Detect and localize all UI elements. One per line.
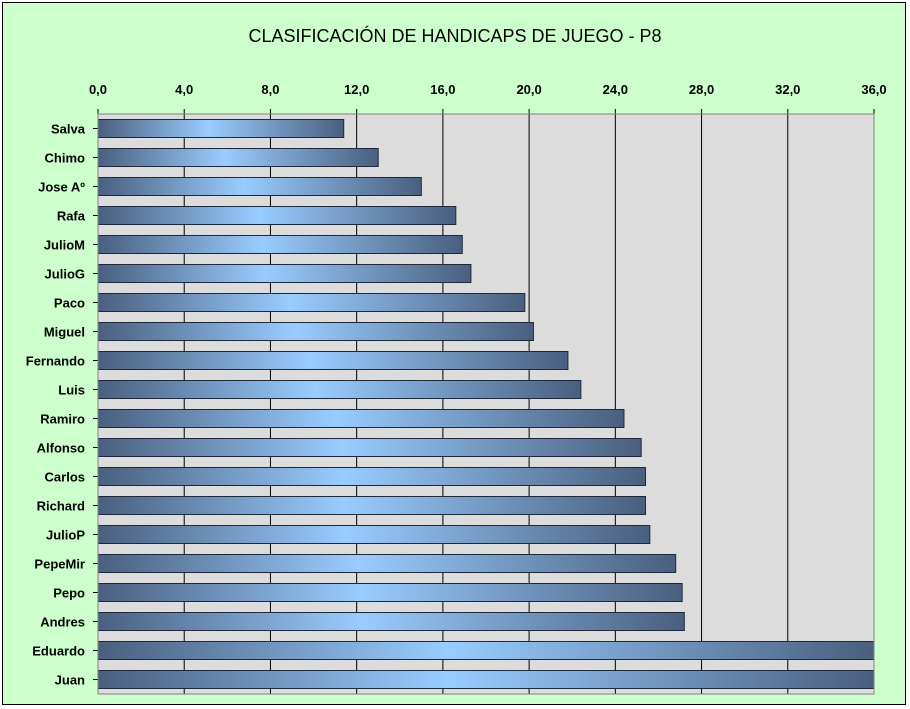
plot-border <box>97 113 875 695</box>
category-label: Carlos <box>45 470 85 485</box>
x-tick-label: 16,0 <box>430 82 455 97</box>
bar <box>97 264 472 283</box>
bar <box>97 525 651 544</box>
x-tick-label: 24,0 <box>603 82 628 97</box>
x-tick-label: 36,0 <box>861 82 886 97</box>
x-tick-label: 28,0 <box>689 82 714 97</box>
plot-area: 0,0 4,0 8,0 12,0 16,0 20,0 24,0 28,0 32,0 36,0 Sal… <box>26 82 887 695</box>
category-label: Andres <box>40 615 85 630</box>
x-tick-label: 32,0 <box>775 82 800 97</box>
bar <box>97 496 647 515</box>
bar <box>97 409 625 428</box>
bar <box>97 235 463 254</box>
bar <box>97 583 683 602</box>
category-label: JulioG <box>45 267 85 282</box>
bar <box>97 351 569 370</box>
x-tick-label: 12,0 <box>344 82 369 97</box>
bar <box>97 148 379 167</box>
category-label: Richard <box>37 499 85 514</box>
chart-title: CLASIFICACIÓN DE HANDICAPS DE JUEGO - P8 <box>248 25 661 46</box>
bar <box>97 380 582 399</box>
category-label: Paco <box>54 296 85 311</box>
category-label: Fernando <box>26 354 85 369</box>
category-label: Miguel <box>44 325 85 340</box>
bar <box>97 293 526 312</box>
category-label: JulioM <box>44 238 85 253</box>
category-label: Rafa <box>57 209 86 224</box>
bar <box>97 177 422 196</box>
x-tick-label: 8,0 <box>261 82 279 97</box>
bar <box>97 322 534 341</box>
x-tick-label: 0,0 <box>89 82 107 97</box>
category-label: Juan <box>55 673 85 688</box>
bar <box>97 641 875 660</box>
category-label: Alfonso <box>37 441 85 456</box>
category-label: Luis <box>58 383 85 398</box>
category-label: JulioP <box>46 528 85 543</box>
bar <box>97 119 345 138</box>
category-label: Salva <box>51 122 86 137</box>
bar <box>97 206 457 225</box>
x-tick-label: 20,0 <box>516 82 541 97</box>
bar <box>97 612 685 631</box>
category-label: Jose Aº <box>38 180 85 195</box>
bar <box>97 554 677 573</box>
category-label: Pepo <box>53 586 85 601</box>
category-label: PepeMir <box>34 557 85 572</box>
bar <box>97 438 642 457</box>
x-tick-label: 4,0 <box>175 82 193 97</box>
bar <box>97 670 875 689</box>
category-label: Chimo <box>45 151 86 166</box>
bar <box>97 467 647 486</box>
category-label: Eduardo <box>32 644 85 659</box>
plot-background <box>98 114 874 694</box>
category-label: Ramiro <box>40 412 85 427</box>
